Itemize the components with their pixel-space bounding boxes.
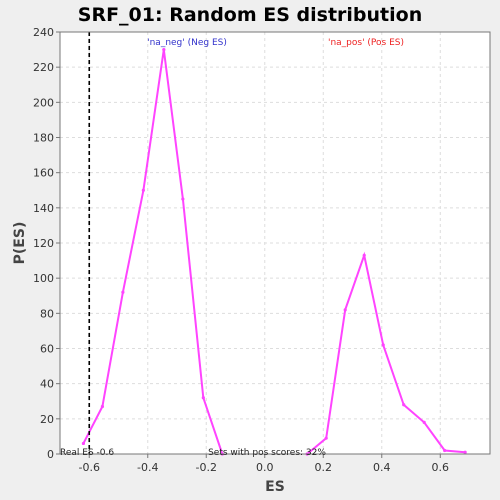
data-point xyxy=(121,290,125,294)
y-tick-label: 0 xyxy=(47,448,54,461)
neg-es-annotation: 'na_neg' (Neg ES) xyxy=(147,38,227,48)
y-tick-label: 60 xyxy=(40,343,54,356)
data-point xyxy=(443,448,447,453)
y-tick-label: 200 xyxy=(33,96,54,109)
y-tick-label: 220 xyxy=(33,61,54,74)
data-point xyxy=(362,253,366,257)
data-point xyxy=(343,308,347,312)
x-tick-label: -0.6 xyxy=(79,461,100,474)
data-point xyxy=(402,403,406,407)
y-tick-label: 180 xyxy=(33,132,54,145)
series-line-1 xyxy=(82,49,224,455)
chart-title: SRF_01: Random ES distribution xyxy=(78,4,422,26)
data-point xyxy=(141,188,145,192)
x-tick-label: 0.6 xyxy=(432,461,450,474)
data-point xyxy=(201,396,205,400)
data-point xyxy=(162,47,166,52)
axis-ticks: 0 20 40 60 80 100 120 140 160 180 200 220 240 -0.6 -0.… xyxy=(33,26,449,474)
x-axis-label: ES xyxy=(265,479,285,495)
data-point xyxy=(181,197,185,201)
y-tick-label: 140 xyxy=(33,202,54,215)
y-tick-label: 120 xyxy=(33,237,54,250)
y-axis-label: P(ES) xyxy=(12,222,28,265)
x-tick-label: -0.4 xyxy=(137,461,158,474)
x-tick-label: 0.2 xyxy=(315,461,333,474)
series-lines xyxy=(81,47,467,456)
real-es-annotation: Real ES -0.6 xyxy=(60,448,114,458)
data-point xyxy=(381,343,385,347)
plot-area xyxy=(60,32,490,454)
data-point xyxy=(463,450,467,454)
data-point xyxy=(100,404,105,409)
x-tick-label: -0.2 xyxy=(196,461,217,474)
pos-scores-annotation: Sets with pos scores: 32% xyxy=(208,448,326,458)
data-point xyxy=(324,436,328,440)
pos-es-annotation: 'na_pos' (Pos ES) xyxy=(328,38,404,48)
y-tick-label: 80 xyxy=(40,307,54,320)
y-tick-label: 100 xyxy=(33,272,54,285)
y-tick-label: 40 xyxy=(40,378,54,391)
y-tick-label: 240 xyxy=(33,26,54,39)
y-tick-label: 20 xyxy=(40,413,54,426)
x-tick-label: 0.4 xyxy=(373,461,391,474)
x-tick-label: 0.0 xyxy=(256,461,274,474)
y-tick-label: 160 xyxy=(33,167,54,180)
data-point xyxy=(81,441,86,446)
data-point xyxy=(422,420,426,424)
